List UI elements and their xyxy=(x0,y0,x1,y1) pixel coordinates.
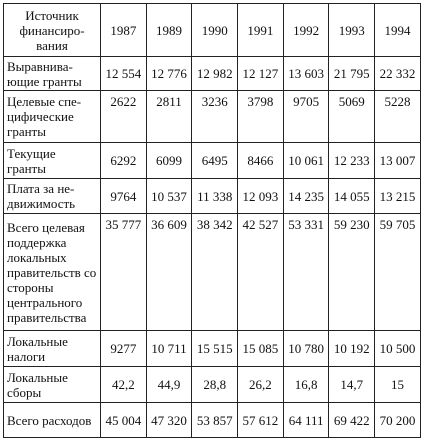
table-cell: 14 235 xyxy=(282,178,330,214)
table-cell: 10 780 xyxy=(282,330,330,367)
table-cell: 15 515 xyxy=(191,330,239,367)
row-label: Текущие гранты xyxy=(3,142,101,179)
column-header-year: 1994 xyxy=(374,3,421,57)
table-cell: 36 609 xyxy=(145,213,193,331)
table-cell: 12 982 xyxy=(191,56,239,91)
table-cell: 10 500 xyxy=(374,330,421,367)
table-cell: 3236 xyxy=(191,90,239,143)
table-cell: 70 200 xyxy=(374,402,421,438)
table-cell: 57 612 xyxy=(237,402,284,438)
table-cell: 45 004 xyxy=(100,402,147,438)
table-cell: 12 093 xyxy=(237,178,284,214)
table-cell: 12 554 xyxy=(100,56,147,91)
finance-table-container: Источник финансиро-вания 1987 1989 1990 … xyxy=(3,3,421,438)
table-cell: 9705 xyxy=(282,90,330,143)
table-cell: 28,8 xyxy=(191,366,239,403)
table-cell: 13 215 xyxy=(374,178,421,214)
table-cell: 11 338 xyxy=(191,178,239,214)
table-cell: 6099 xyxy=(145,142,193,179)
table-cell: 26,2 xyxy=(237,366,284,403)
table-row: Локальные сборы 42,2 44,9 28,8 26,2 16,8… xyxy=(3,366,421,403)
table-cell: 8466 xyxy=(237,142,284,179)
table-cell: 10 061 xyxy=(282,142,330,179)
table-cell: 59 705 xyxy=(374,213,421,331)
table-row: Текущие гранты 6292 6099 6495 8466 10 06… xyxy=(3,142,421,179)
table-row: Всего целевая поддержка локальных правит… xyxy=(3,213,421,331)
row-label: Всего целевая поддержка локальных правит… xyxy=(3,213,101,331)
table-cell: 59 230 xyxy=(328,213,376,331)
column-header-year: 1987 xyxy=(100,3,147,57)
table-cell: 15 085 xyxy=(237,330,284,367)
table-cell: 6495 xyxy=(191,142,239,179)
table-cell: 35 777 xyxy=(100,213,147,331)
table-cell: 44,9 xyxy=(145,366,193,403)
table-cell: 12 776 xyxy=(145,56,193,91)
table-cell: 21 795 xyxy=(328,56,376,91)
table-row: Выравнива-ющие гранты 12 554 12 776 12 9… xyxy=(3,56,421,91)
table-cell: 14,7 xyxy=(328,366,376,403)
table-cell: 53 857 xyxy=(191,402,239,438)
column-header-year: 1990 xyxy=(191,3,239,57)
table-cell: 2622 xyxy=(100,90,147,143)
table-row: Плата за не-движимость 9764 10 537 11 33… xyxy=(3,178,421,214)
table-cell: 5069 xyxy=(328,90,376,143)
table-cell: 47 320 xyxy=(145,402,193,438)
table-cell: 42,2 xyxy=(100,366,147,403)
table-cell: 69 422 xyxy=(328,402,376,438)
table-cell: 10 711 xyxy=(145,330,193,367)
table-cell: 16,8 xyxy=(282,366,330,403)
column-header-year: 1992 xyxy=(282,3,330,57)
row-label: Всего расходов xyxy=(3,402,101,438)
row-label: Локальные сборы xyxy=(3,366,101,403)
table-cell: 22 332 xyxy=(374,56,421,91)
table-cell: 42 527 xyxy=(237,213,284,331)
row-label: Выравнива-ющие гранты xyxy=(3,56,101,91)
table-cell: 14 055 xyxy=(328,178,376,214)
column-header-source: Источник финансиро-вания xyxy=(3,3,101,57)
table-cell: 5228 xyxy=(374,90,421,143)
table-row: Всего расходов 45 004 47 320 53 857 57 6… xyxy=(3,402,421,438)
row-label: Локальные налоги xyxy=(3,330,101,367)
finance-table: Источник финансиро-вания 1987 1989 1990 … xyxy=(3,3,421,438)
row-label: Целевые спе-цифические гранты xyxy=(3,90,101,143)
table-cell: 12 127 xyxy=(237,56,284,91)
column-header-year: 1989 xyxy=(145,3,193,57)
column-header-year: 1991 xyxy=(237,3,284,57)
table-cell: 10 537 xyxy=(145,178,193,214)
table-row: Локальные налоги 9277 10 711 15 515 15 0… xyxy=(3,330,421,367)
table-header-row: Источник финансиро-вания 1987 1989 1990 … xyxy=(3,3,421,57)
table-cell: 13 603 xyxy=(282,56,330,91)
table-cell: 3798 xyxy=(237,90,284,143)
table-cell: 10 192 xyxy=(328,330,376,367)
table-row: Целевые спе-цифические гранты 2622 2811 … xyxy=(3,90,421,143)
table-cell: 9277 xyxy=(100,330,147,367)
table-cell: 64 111 xyxy=(282,402,330,438)
table-cell: 15 xyxy=(374,366,421,403)
row-label: Плата за не-движимость xyxy=(3,178,101,214)
table-cell: 9764 xyxy=(100,178,147,214)
table-cell: 38 342 xyxy=(191,213,239,331)
table-cell: 12 233 xyxy=(328,142,376,179)
table-cell: 6292 xyxy=(100,142,147,179)
table-cell: 13 007 xyxy=(374,142,421,179)
table-cell: 2811 xyxy=(145,90,193,143)
column-header-year: 1993 xyxy=(328,3,376,57)
table-cell: 53 331 xyxy=(282,213,330,331)
